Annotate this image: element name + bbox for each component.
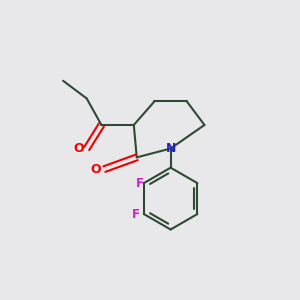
- Text: O: O: [91, 163, 101, 176]
- Text: N: N: [165, 142, 176, 155]
- Text: F: F: [132, 208, 140, 220]
- Text: F: F: [135, 177, 143, 190]
- Text: O: O: [73, 142, 84, 155]
